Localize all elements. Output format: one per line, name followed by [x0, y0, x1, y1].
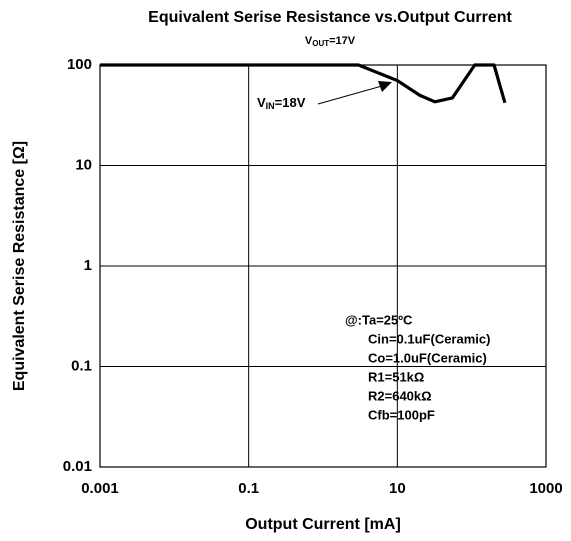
y-tick-label: 0.01	[63, 458, 92, 475]
x-tick-label: 0.1	[238, 480, 259, 497]
x-tick-label: 10	[389, 480, 406, 497]
condition-line: Co=1.0uF(Ceramic)	[368, 350, 487, 365]
chart-title: Equivalent Serise Resistance vs.Output C…	[148, 9, 512, 26]
condition-line: @:Ta=25ºC	[345, 312, 413, 327]
y-axis-label: Equivalent Serise Resistance [Ω]	[11, 141, 28, 391]
y-tick-label: 100	[67, 56, 92, 73]
y-tick-label: 0.1	[71, 357, 92, 374]
annotation-arrow-line	[317, 85, 383, 105]
plot-frame	[99, 64, 547, 468]
condition-line: Cin=0.1uF(Ceramic)	[368, 331, 490, 346]
condition-line: R2=640kΩ	[368, 388, 432, 403]
y-tick-label: 1	[84, 257, 92, 274]
condition-line: R1=51kΩ	[368, 369, 424, 384]
condition-line: Cfb=100pF	[368, 407, 435, 422]
conditions: @:Ta=25ºC Cin=0.1uF(Ceramic) Co=1.0uF(Cera…	[345, 312, 490, 422]
annotation-arrow-head	[378, 81, 392, 92]
x-tick-label: 1000	[529, 480, 562, 497]
y-tick-label: 10	[75, 156, 92, 173]
x-tick-label: 0.001	[81, 480, 119, 497]
series-label: VIN=18V	[257, 95, 306, 111]
x-axis-label: Output Current [mA]	[245, 516, 401, 533]
chart-subtitle: VOUT=17V	[305, 35, 356, 48]
